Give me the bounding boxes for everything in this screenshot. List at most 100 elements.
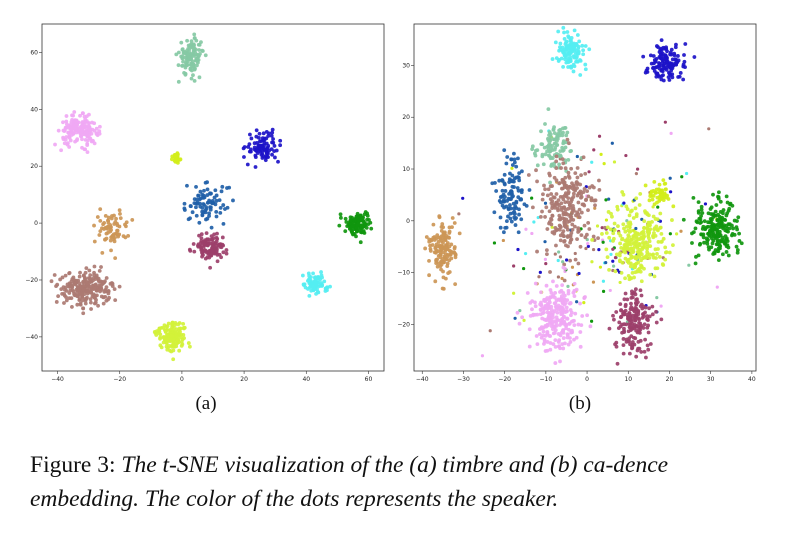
scatter-point [641, 326, 646, 330]
scatter-point [583, 67, 588, 72]
scatter-point [92, 239, 97, 244]
scatter-point [647, 306, 651, 311]
scatter-point [551, 195, 556, 199]
scatter-point [552, 309, 557, 314]
panel-label-a: (a) [195, 393, 217, 414]
scatter-point [612, 228, 617, 232]
scatter-point [663, 120, 667, 124]
scatter-point [590, 260, 594, 264]
scatter-point [249, 136, 254, 141]
x-tick-label: −10 [540, 376, 553, 383]
scatter-point [543, 349, 548, 353]
scatter-point [662, 191, 667, 196]
scatter-point [541, 329, 546, 334]
scatter-point [683, 42, 688, 46]
scatter-point [457, 231, 462, 236]
scatter-point [639, 350, 644, 354]
scatter-point [658, 211, 663, 216]
scatter-point [509, 197, 513, 202]
scatter-point [553, 141, 558, 146]
scatter-point [559, 186, 564, 191]
scatter-point [567, 203, 572, 208]
scatter-point [108, 229, 113, 234]
scatter-point [248, 132, 252, 137]
scatter-point [725, 211, 730, 216]
scatter-point [643, 337, 647, 342]
scatter-point [94, 126, 99, 131]
scatter-point [648, 194, 653, 198]
scatter-point [488, 329, 492, 333]
scatter-point [574, 59, 578, 64]
scatter-point [561, 336, 566, 340]
scatter-point [684, 171, 689, 176]
scatter-point [581, 48, 586, 53]
scatter-point [71, 113, 76, 118]
scatter-point [188, 55, 193, 59]
scatter-point [562, 30, 566, 35]
scatter-point [213, 246, 218, 251]
scatter-point [98, 289, 102, 294]
scatter-point [551, 279, 555, 284]
scatter-point [54, 300, 59, 304]
scatter-point [613, 269, 618, 274]
scatter-point [525, 291, 530, 295]
scatter-point [161, 325, 166, 330]
scatter-point [558, 149, 563, 153]
scatter-point [214, 193, 219, 198]
scatter-point [708, 207, 713, 211]
scatter-point [436, 235, 441, 240]
y-tick-label: −20 [26, 277, 38, 284]
scatter-point [514, 199, 519, 204]
scatter-point [90, 283, 95, 288]
scatter-point [192, 78, 197, 83]
scatter-point [197, 220, 202, 225]
scatter-point [633, 206, 638, 211]
scatter-point [182, 201, 187, 206]
scatter-point [325, 285, 330, 290]
scatter-point [657, 187, 661, 192]
scatter-point [80, 145, 84, 150]
scatter-point [661, 63, 666, 68]
scatter-point [550, 225, 554, 229]
scatter-point [176, 152, 180, 157]
scatter-point [540, 209, 544, 214]
scatter-point [553, 338, 558, 343]
scatter-point [254, 149, 259, 153]
scatter-point [424, 235, 429, 239]
scatter-point [320, 275, 324, 280]
scatter-point [579, 323, 584, 328]
scatter-point [176, 63, 181, 68]
scatter-point [59, 148, 64, 153]
scatter-point [699, 214, 703, 218]
scatter-point [573, 311, 578, 316]
scatter-point [582, 223, 587, 228]
scatter-point [670, 57, 675, 62]
scatter-point [71, 130, 76, 135]
scatter-point [113, 256, 118, 261]
scatter-point [554, 200, 559, 205]
scatter-point [62, 301, 66, 305]
scatter-point [634, 306, 639, 311]
scatter-point [657, 61, 661, 65]
scatter-point [562, 320, 566, 325]
scatter-point [509, 219, 514, 224]
scatter-point [83, 270, 88, 275]
scatter-point [358, 230, 363, 235]
scatter-point [558, 224, 563, 229]
scatter-point [611, 231, 616, 236]
scatter-point [214, 198, 219, 203]
scatter-point [549, 291, 554, 295]
scatter-point [591, 280, 596, 284]
scatter-point [91, 139, 95, 143]
y-tick-label: 20 [402, 114, 410, 121]
scatter-point [583, 62, 588, 67]
scatter-point [531, 313, 535, 318]
scatter-point [553, 40, 558, 45]
scatter-point [600, 226, 604, 230]
scatter-point [264, 129, 269, 134]
scatter-point [582, 187, 587, 191]
scatter-point [680, 175, 684, 179]
scatter-point [637, 330, 642, 335]
scatter-point [566, 234, 570, 238]
scatter-point [77, 274, 82, 279]
